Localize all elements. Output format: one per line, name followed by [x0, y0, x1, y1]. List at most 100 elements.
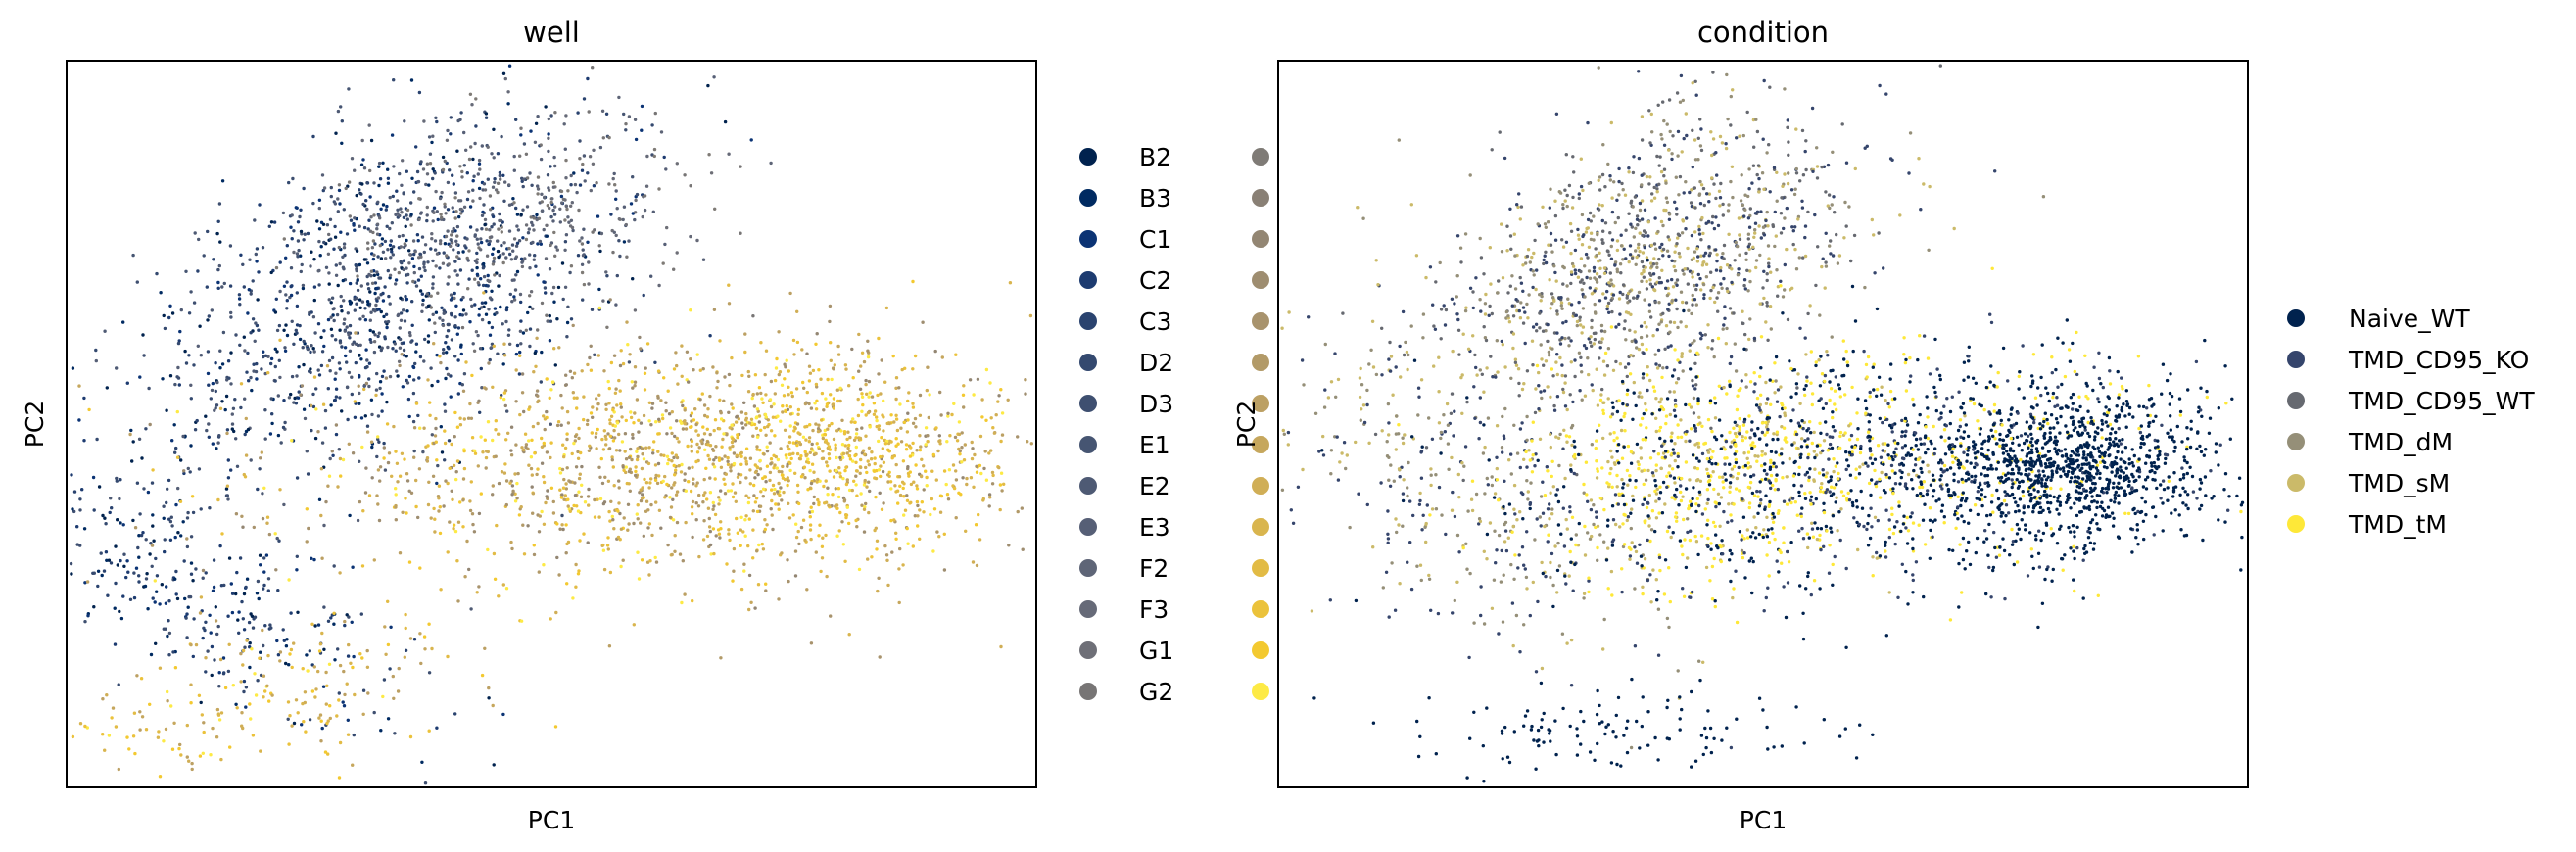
scatter-point	[1721, 202, 1725, 207]
scatter-point	[337, 245, 341, 250]
scatter-point	[1542, 389, 1547, 393]
scatter-point	[1615, 248, 1620, 253]
scatter-point	[1576, 227, 1580, 232]
scatter-point	[331, 453, 335, 457]
scatter-point	[976, 377, 980, 381]
scatter-point	[218, 349, 222, 353]
scatter-point	[512, 298, 517, 302]
scatter-point	[169, 704, 173, 708]
scatter-point	[449, 238, 453, 242]
scatter-point	[1519, 281, 1524, 285]
scatter-point	[593, 353, 596, 356]
scatter-point	[895, 428, 900, 433]
scatter-point	[1637, 242, 1641, 247]
scatter-point	[780, 498, 784, 502]
scatter-point	[132, 595, 137, 600]
scatter-point	[506, 431, 510, 435]
scatter-point	[640, 497, 644, 500]
scatter-point	[877, 372, 881, 376]
scatter-point	[636, 447, 640, 450]
scatter-point	[431, 275, 436, 279]
scatter-point	[701, 493, 706, 497]
scatter-point	[674, 351, 678, 355]
scatter-point	[1490, 148, 1494, 152]
scatter-point	[431, 474, 436, 478]
scatter-point	[1512, 423, 1516, 427]
scatter-point	[618, 254, 622, 259]
scatter-point	[113, 606, 117, 610]
scatter-point	[1482, 325, 1486, 329]
scatter-point	[1518, 316, 1523, 320]
scatter-point	[735, 516, 739, 521]
scatter-point	[381, 203, 386, 207]
scatter-point	[326, 619, 331, 623]
scatter-point	[657, 417, 661, 421]
scatter-point	[755, 435, 760, 439]
scatter-point	[137, 534, 141, 538]
scatter-point	[681, 403, 685, 408]
scatter-point	[816, 477, 820, 482]
scatter-point	[627, 482, 631, 486]
scatter-point	[854, 474, 858, 478]
scatter-point	[751, 509, 755, 513]
scatter-point	[461, 477, 466, 481]
scatter-point	[650, 402, 655, 405]
scatter-point	[230, 412, 234, 416]
scatter-point	[511, 489, 515, 493]
scatter-point	[191, 654, 195, 659]
scatter-point	[439, 239, 443, 243]
scatter-point	[360, 564, 365, 568]
scatter-point	[416, 278, 421, 282]
scatter-point	[302, 407, 307, 411]
scatter-point	[827, 452, 831, 456]
scatter-point	[322, 240, 326, 245]
scatter-point	[931, 549, 935, 553]
scatter-point	[368, 318, 372, 322]
scatter-point	[663, 242, 667, 247]
scatter-point	[627, 115, 632, 118]
scatter-point	[368, 168, 372, 173]
scatter-point	[852, 438, 857, 442]
scatter-point	[245, 370, 249, 374]
scatter-point	[128, 432, 132, 437]
scatter-point	[247, 379, 251, 383]
scatter-point	[422, 635, 427, 639]
scatter-point	[251, 317, 256, 321]
scatter-point	[347, 180, 352, 184]
scatter-point	[437, 509, 441, 513]
scatter-point	[465, 539, 469, 544]
scatter-point	[554, 245, 558, 249]
scatter-point	[784, 453, 788, 457]
scatter-point	[761, 495, 765, 498]
scatter-point	[829, 393, 833, 397]
scatter-point	[1675, 283, 1679, 287]
scatter-point	[1501, 276, 1505, 280]
scatter-point	[680, 344, 684, 348]
scatter-point	[577, 426, 581, 431]
scatter-point	[375, 494, 379, 497]
scatter-point	[129, 428, 133, 433]
scatter-point	[866, 557, 870, 561]
scatter-point	[178, 742, 182, 747]
scatter-point	[1540, 357, 1544, 361]
scatter-point	[795, 422, 800, 426]
scatter-point	[698, 368, 702, 372]
scatter-point	[310, 428, 313, 433]
scatter-point	[364, 199, 368, 203]
scatter-point	[434, 440, 438, 444]
scatter-point	[249, 292, 253, 296]
scatter-point	[422, 426, 426, 430]
scatter-point	[484, 227, 489, 231]
scatter-point	[898, 546, 902, 551]
scatter-point	[398, 326, 402, 330]
scatter-point	[458, 423, 463, 427]
scatter-point	[788, 468, 792, 473]
scatter-point	[370, 445, 374, 450]
scatter-point	[582, 395, 586, 399]
scatter-point	[1731, 195, 1735, 200]
scatter-point	[608, 570, 613, 575]
scatter-point	[925, 484, 929, 488]
scatter-point	[1804, 167, 1808, 172]
scatter-point	[649, 477, 653, 481]
scatter-point	[816, 497, 820, 502]
